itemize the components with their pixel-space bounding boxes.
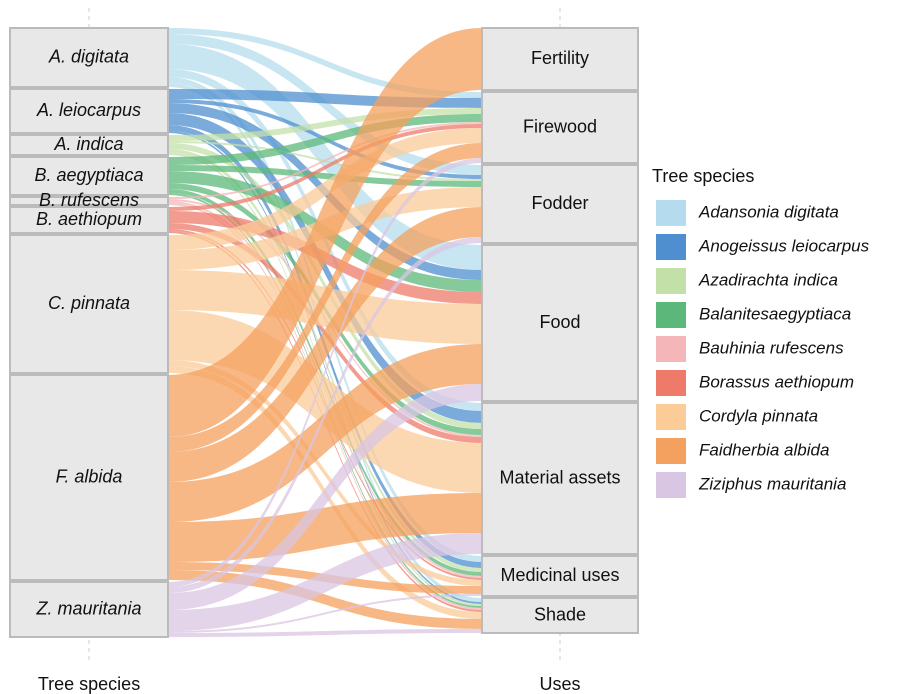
legend-label: Anogeissus leiocarpus <box>698 236 870 255</box>
legend-label: Borassus aethiopum <box>699 372 854 391</box>
species-stratum <box>9 206 169 234</box>
flow <box>168 114 482 165</box>
species-stratum <box>9 374 169 581</box>
species-stratum <box>9 156 169 196</box>
use-label: Material assets <box>499 467 620 487</box>
use-stratum <box>481 597 639 634</box>
species-label: B. rufescens <box>39 190 139 210</box>
flow <box>168 34 482 175</box>
legend-title: Tree species <box>652 166 754 186</box>
species-stratum <box>9 196 169 206</box>
flow <box>168 113 482 423</box>
use-label: Medicinal uses <box>500 565 619 585</box>
flow <box>168 270 482 344</box>
species-label: C. pinnata <box>48 293 130 313</box>
legend-label: Ziziphus mauritania <box>698 474 846 493</box>
legend-label: Adansonia digitata <box>698 202 839 221</box>
species-label: A. digitata <box>48 46 129 66</box>
flow <box>168 629 482 637</box>
use-label: Firewood <box>523 116 597 136</box>
use-label: Shade <box>534 604 586 624</box>
species-label: A. leiocarpus <box>36 100 141 120</box>
legend-swatch <box>656 302 686 328</box>
legend-label: Cordyla pinnata <box>699 406 818 425</box>
use-label: Fodder <box>531 193 588 213</box>
species-stratum <box>9 27 169 88</box>
flow <box>168 384 482 610</box>
species-label: B. aegyptiaca <box>34 165 143 185</box>
use-label: Food <box>539 312 580 332</box>
legend-swatch <box>656 472 686 498</box>
flow <box>168 158 482 587</box>
flow <box>168 44 482 270</box>
flows <box>168 28 482 637</box>
flow <box>168 28 482 437</box>
flow <box>168 128 482 250</box>
flow <box>168 493 482 562</box>
flow <box>168 149 482 572</box>
flow <box>168 124 482 211</box>
flow <box>168 143 482 429</box>
species-stratum <box>9 88 169 134</box>
legend-label: Balanitesaegyptiaca <box>699 304 851 323</box>
use-stratum <box>481 27 639 91</box>
legend-swatch <box>656 370 686 396</box>
flow <box>168 594 482 633</box>
legend-swatch <box>656 438 686 464</box>
flow <box>168 344 482 522</box>
legend-swatch <box>656 404 686 430</box>
strata: A. digitata A. leiocarpus A. indica B. aegy… <box>9 27 639 638</box>
legend-label: Bauhinia rufescens <box>699 338 844 357</box>
species-stratum <box>9 581 169 638</box>
flow <box>168 131 482 604</box>
species-label: B. aethiopum <box>36 209 142 229</box>
species-label: Z. mauritania <box>35 598 141 618</box>
x-axis-label: Tree species <box>38 674 140 694</box>
species-stratum <box>9 134 169 156</box>
use-stratum <box>481 402 639 555</box>
use-stratum <box>481 244 639 402</box>
use-stratum <box>481 164 639 244</box>
use-stratum <box>481 555 639 597</box>
legend-label: Azadirachta indica <box>698 270 838 289</box>
legend: Adansonia digitata Anogeissus leiocarpus A… <box>656 200 870 498</box>
legend-swatch <box>656 200 686 226</box>
flow <box>168 28 482 98</box>
species-stratum <box>9 234 169 374</box>
legend-swatch <box>656 336 686 362</box>
flow <box>168 360 482 586</box>
use-label: Fertility <box>531 48 589 68</box>
flow <box>168 533 482 631</box>
x-axis-label: Uses <box>539 674 580 694</box>
legend-swatch <box>656 268 686 294</box>
species-label: A. indica <box>53 134 123 154</box>
use-stratum <box>481 91 639 164</box>
flow <box>168 122 482 199</box>
flow <box>168 237 482 593</box>
species-label: F. albida <box>56 466 123 486</box>
flow <box>168 207 482 482</box>
flow <box>168 143 482 452</box>
legend-label: Faidherbia albida <box>699 440 829 459</box>
legend-swatch <box>656 234 686 260</box>
